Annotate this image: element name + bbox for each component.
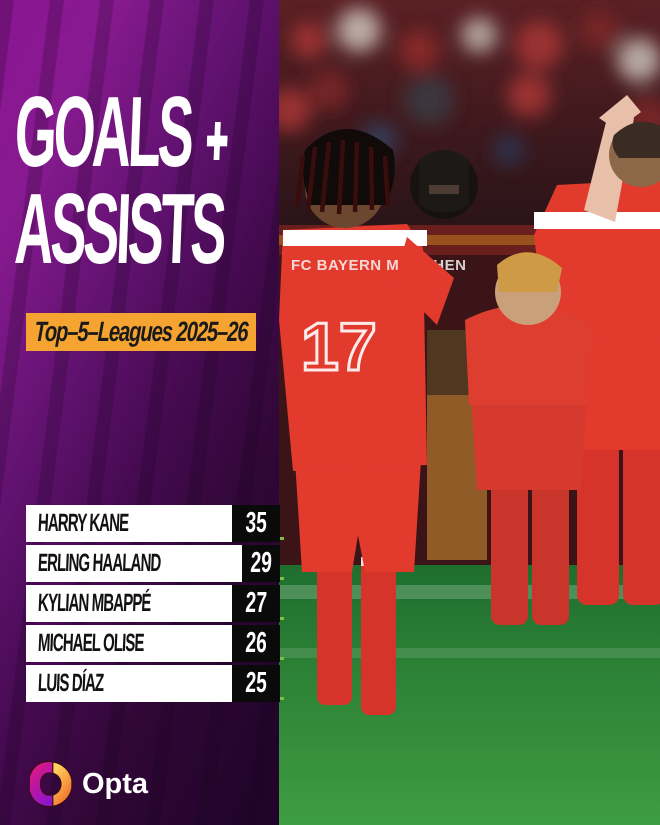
svg-text:17: 17 [301, 309, 377, 385]
